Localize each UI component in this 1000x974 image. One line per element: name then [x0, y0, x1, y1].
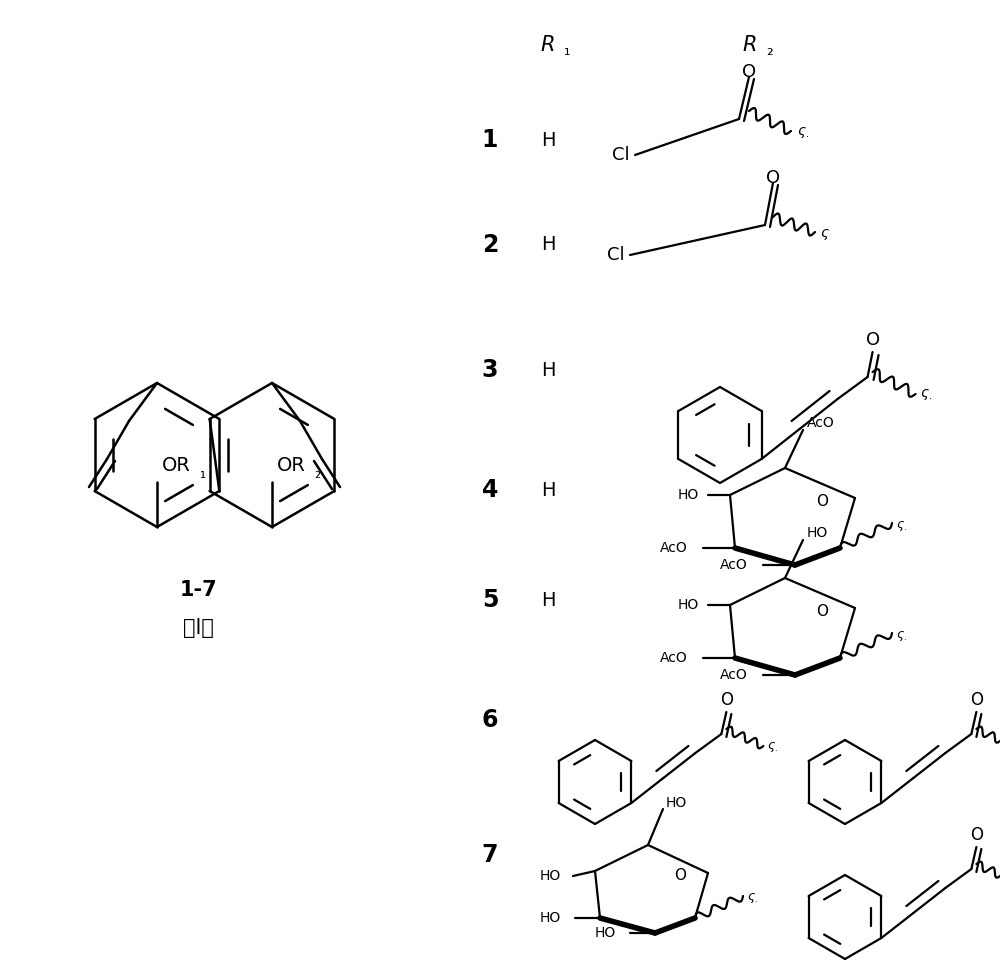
Text: HO: HO: [678, 598, 699, 612]
Text: HO: HO: [678, 488, 699, 502]
Text: $\varsigma$: $\varsigma$: [820, 228, 830, 243]
Text: Cl: Cl: [612, 146, 630, 164]
Text: 1: 1: [482, 128, 498, 152]
Text: O: O: [816, 495, 828, 509]
Text: H: H: [541, 360, 555, 380]
Text: 6: 6: [482, 708, 498, 732]
Text: 3: 3: [482, 358, 498, 382]
Text: ₂: ₂: [766, 41, 773, 59]
Text: HO: HO: [666, 796, 687, 810]
Text: H: H: [541, 480, 555, 500]
Text: AcO: AcO: [720, 668, 748, 682]
Text: 7: 7: [482, 843, 498, 867]
Text: O: O: [970, 826, 983, 844]
Text: O: O: [766, 169, 780, 187]
Text: $\varsigma_.$: $\varsigma_.$: [896, 629, 907, 643]
Text: O: O: [816, 605, 828, 619]
Text: H: H: [541, 590, 555, 610]
Text: $\varsigma_.$: $\varsigma_.$: [896, 519, 907, 533]
Text: HO: HO: [595, 926, 616, 940]
Text: OR: OR: [162, 456, 191, 475]
Text: AcO: AcO: [720, 558, 748, 572]
Text: H: H: [541, 236, 555, 254]
Text: AcO: AcO: [807, 416, 835, 430]
Text: O: O: [674, 868, 686, 882]
Text: $\varsigma_.$: $\varsigma_.$: [747, 891, 758, 905]
Text: 2: 2: [482, 233, 498, 257]
Text: O: O: [866, 331, 880, 349]
Text: OR: OR: [277, 456, 306, 475]
Text: 1-7: 1-7: [179, 580, 217, 600]
Text: O: O: [970, 691, 983, 709]
Text: O: O: [720, 691, 733, 709]
Text: O: O: [742, 63, 756, 81]
Text: R: R: [743, 35, 757, 55]
Text: $\varsigma_.$: $\varsigma_.$: [920, 388, 932, 402]
Text: HO: HO: [807, 526, 828, 540]
Text: ₂: ₂: [314, 466, 320, 481]
Text: AcO: AcO: [660, 541, 688, 555]
Text: AcO: AcO: [660, 651, 688, 665]
Text: ₁: ₁: [199, 466, 205, 481]
Text: 5: 5: [482, 588, 498, 612]
Text: H: H: [541, 131, 555, 149]
Text: 4: 4: [482, 478, 498, 502]
Text: HO: HO: [540, 911, 561, 925]
Text: HO: HO: [540, 869, 561, 883]
Text: （l）: （l）: [183, 618, 213, 638]
Text: Cl: Cl: [607, 246, 625, 264]
Text: $\varsigma_.$: $\varsigma_.$: [767, 740, 778, 754]
Text: R: R: [541, 35, 555, 55]
Text: ₁: ₁: [564, 41, 571, 59]
Text: $\varsigma_.$: $\varsigma_.$: [797, 126, 809, 140]
